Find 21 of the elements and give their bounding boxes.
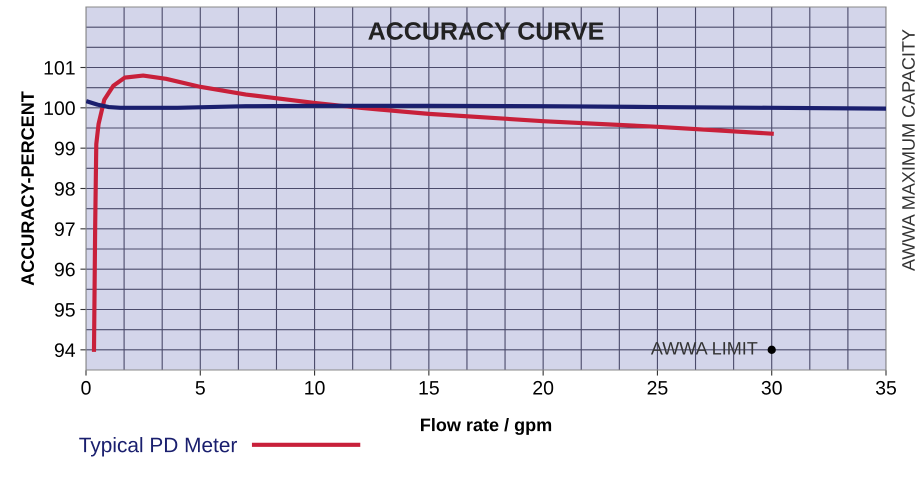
y-tick-label: 101	[44, 60, 75, 75]
x-tick-label: 5	[196, 381, 205, 395]
legend-label: Typical PD Meter	[79, 437, 238, 456]
x-tick-label: 20	[533, 380, 554, 395]
y-tick-label: 97	[54, 222, 75, 236]
text: AWWA MAXIMUM CAPACITY	[902, 29, 915, 272]
x-tick-label: 10	[305, 380, 325, 395]
x-axis-title: Flow rate / gpm	[421, 418, 552, 435]
y-axis-title: ACCURACY-PERCENT	[21, 91, 34, 286]
x-tick-label: 30	[762, 380, 782, 395]
y-tick-label: 95	[54, 302, 75, 317]
x-tick-label: 0	[81, 380, 91, 395]
y-tick-label: 98	[54, 182, 75, 196]
y-tick-label: 96	[54, 262, 75, 276]
x-tick-label: 35	[876, 380, 896, 395]
line-series	[86, 100, 886, 111]
y-tick-label: 94	[54, 343, 76, 358]
y-tick-label: 99	[54, 142, 75, 156]
x-tick-label: 25	[648, 380, 668, 395]
x-tick-label: 15	[420, 381, 439, 395]
y-tick-label: 100	[44, 101, 75, 116]
